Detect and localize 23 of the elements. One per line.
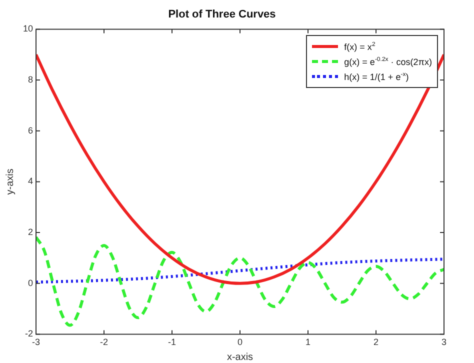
x-tick-label: 0 [238,337,243,348]
x-tick-label: 2 [373,337,379,348]
x-tick-label: 3 [441,337,447,348]
y-tick-label: 0 [28,278,34,288]
line-series [36,53,444,285]
legend-label: f(x) = x$^{2}$ [344,42,376,52]
y-tick-label: 4 [28,176,34,186]
y-tick-label: 2 [28,227,34,238]
y-tick-label: 8 [28,74,34,85]
legend-label: g(x) = e$^{-0.2x}$ · cos(2πx) [344,56,432,67]
y-axis-title: y-axis [4,168,16,195]
x-tick-label: -3 [32,337,40,348]
legend-label: h(x) = 1/(1 + e$^{-x}$) [344,72,409,82]
x-tick-label: 1 [305,337,311,348]
x-tick-label: -2 [100,337,108,348]
chart-title: Plot of Three Curves [168,8,276,21]
y-tick-label: 10 [22,24,34,34]
line-series [36,236,444,327]
line-series [36,258,444,284]
x-tick-label: -1 [168,337,176,348]
y-tick-label: -2 [24,328,34,339]
y-tick-label: 6 [28,125,34,136]
x-axis-title: x-axis [226,352,254,363]
